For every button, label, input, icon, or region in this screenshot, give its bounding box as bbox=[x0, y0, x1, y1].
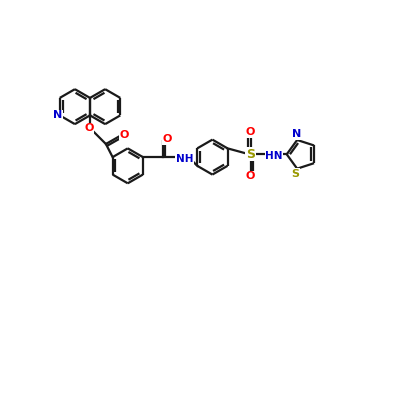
Text: N: N bbox=[53, 110, 62, 120]
Text: S: S bbox=[292, 169, 300, 179]
Text: N: N bbox=[292, 130, 301, 140]
Text: S: S bbox=[246, 148, 255, 161]
Text: HN: HN bbox=[265, 151, 283, 161]
Text: NH: NH bbox=[176, 154, 193, 164]
Text: O: O bbox=[163, 134, 172, 144]
Text: O: O bbox=[246, 171, 255, 181]
Text: O: O bbox=[119, 130, 128, 140]
Text: O: O bbox=[84, 123, 94, 133]
Text: O: O bbox=[246, 128, 255, 138]
